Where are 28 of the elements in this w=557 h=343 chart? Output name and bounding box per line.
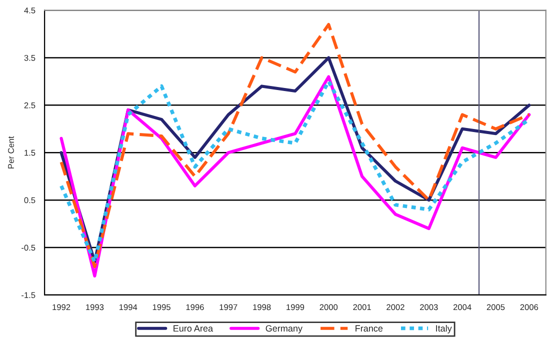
- legend-label: Germany: [266, 325, 302, 334]
- x-tick-label: 1996: [186, 304, 204, 310]
- x-tick-label: 2006: [520, 304, 538, 310]
- legend-label: Euro Area: [174, 325, 214, 332]
- x-tick-label: 2003: [420, 304, 438, 310]
- x-tick-label: 2004: [453, 304, 472, 310]
- x-tick-label: 1992: [52, 304, 70, 310]
- x-tick-label: 2005: [486, 304, 505, 310]
- y-tick-label: 1.5: [24, 150, 36, 156]
- x-tick-label: 1995: [152, 304, 170, 310]
- x-tick-label: 1994: [119, 304, 138, 310]
- x-tick-label: 2001: [353, 304, 371, 310]
- y-tick-label: -0.5: [22, 244, 36, 251]
- legend-label: Italy: [436, 324, 452, 334]
- y-tick-label: 0.5: [24, 197, 36, 204]
- y-tick-label: 3.5: [24, 54, 36, 61]
- x-tick-label: 2000: [320, 304, 338, 310]
- y-axis-title: Per Cent: [8, 136, 14, 168]
- x-tick-label: 1998: [253, 304, 271, 310]
- legend-label: France: [356, 325, 383, 332]
- x-tick-label: 2002: [386, 304, 404, 310]
- line-series: [60, 22, 531, 268]
- x-tick-label: 1993: [86, 304, 104, 310]
- x-tick-label: 1997: [220, 304, 238, 310]
- y-tick-label: 4.5: [24, 8, 36, 14]
- x-tick-label: 1999: [286, 304, 304, 310]
- y-tick-label: 2.5: [24, 102, 36, 108]
- y-tick-label: -1.5: [22, 292, 36, 298]
